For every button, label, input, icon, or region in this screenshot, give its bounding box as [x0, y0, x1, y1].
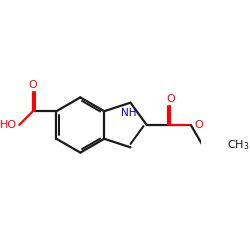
Text: O: O — [28, 80, 37, 90]
Text: NH: NH — [121, 108, 137, 118]
Text: O: O — [194, 120, 203, 130]
Text: O: O — [166, 94, 175, 104]
Text: HO: HO — [0, 120, 17, 130]
Text: CH$_3$: CH$_3$ — [228, 138, 250, 152]
